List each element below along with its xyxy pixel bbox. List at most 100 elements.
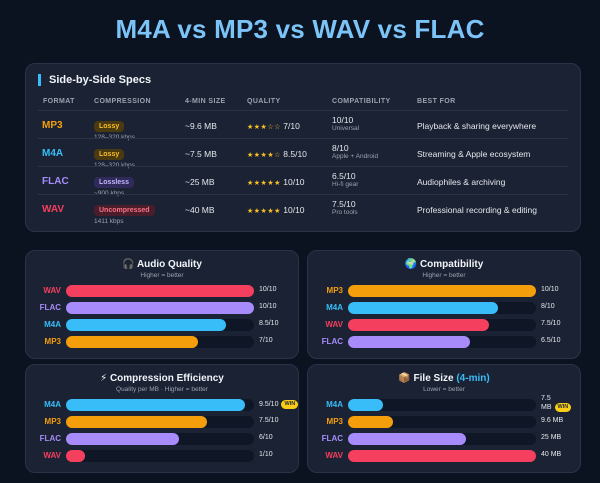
chart-subtitle: Lower = better [423, 386, 465, 393]
bar-fill [348, 336, 470, 348]
bar-label: M4A [44, 400, 61, 409]
file-size: ~7.5 MB [185, 149, 217, 159]
chart-title-text: Audio Quality [136, 259, 202, 270]
chart-title: 🌍 Compatibility [308, 259, 580, 270]
bar-fill [66, 319, 226, 331]
bar-track [348, 302, 536, 314]
bar-value-text: 10/10 [541, 286, 559, 293]
win-badge: WIN [554, 403, 572, 412]
bar-row-wav: WAV 7.5/10 [308, 318, 580, 332]
bar-fill [66, 450, 85, 462]
bar-track [348, 399, 536, 411]
quality-cell: ★★★☆☆ 7/10 [247, 121, 300, 131]
bar-fill [66, 399, 245, 411]
bar-value: 8/10 [541, 303, 555, 310]
bar-value-text: 7/10 [259, 337, 273, 344]
compression-cell: Lossy 128–320 kbps [94, 143, 135, 169]
bitrate: 128–320 kbps [94, 134, 135, 141]
compat-score: 10/10 [332, 115, 354, 125]
bar-track [66, 336, 254, 348]
bar-value: 25 MB [541, 434, 561, 441]
bar-value-text: 7.5/10 [541, 320, 561, 327]
table-row: M4A Lossy 128–320 kbps ~7.5 MB ★★★★☆ 8.5… [38, 138, 568, 169]
bar-value-text: 40 MB [541, 451, 562, 458]
quality-cell: ★★★★☆ 8.5/10 [247, 149, 307, 159]
compat-cell: 10/10 Universal [332, 115, 359, 132]
bar-value: 10/10 [259, 303, 277, 310]
bar-track [66, 399, 254, 411]
chart-title: ⚡ Compression Efficiency [26, 373, 298, 384]
bar-value-text: 1/10 [259, 451, 273, 458]
chart-title: 📦 File Size (4-min) [308, 373, 580, 384]
file-size: ~40 MB [185, 205, 215, 215]
bar-track [348, 433, 536, 445]
bar-label: MP3 [326, 417, 343, 426]
package-icon: 📦 [398, 373, 411, 384]
bar-value: 6.5/10 [541, 337, 560, 344]
compression-badge: Lossless [94, 177, 134, 188]
globe-icon: 🌍 [404, 259, 418, 270]
bar-row-m4a: M4A 7.5 MB WIN [308, 395, 580, 412]
bar-row-mp3: MP3 7.5/10 [26, 415, 298, 429]
specs-card: Side-by-Side Specs FORMAT COMPRESSION 4-… [25, 63, 581, 232]
bar-row-flac: FLAC 25 MB [308, 432, 580, 446]
star-rating-icon: ★★★★☆ [247, 152, 281, 159]
best-for: Streaming & Apple ecosystem [417, 149, 531, 159]
file-size: ~25 MB [185, 177, 215, 187]
bar-row-mp3: MP3 7/10 [26, 335, 298, 349]
bar-label: MP3 [44, 337, 61, 346]
bar-row-m4a: M4A 8/10 [308, 301, 580, 315]
format-name: M4A [42, 148, 64, 159]
compat-cell: 7.5/10 Pro tools [332, 199, 358, 216]
bar-value: 10/10 [259, 286, 277, 293]
col-compatibility: COMPATIBILITY [332, 98, 391, 105]
best-for: Professional recording & editing [417, 205, 538, 215]
best-for: Audiophiles & archiving [417, 177, 506, 187]
bar-label: WAV [325, 451, 343, 460]
compat-note: Universal [332, 125, 360, 132]
star-rating-icon: ★★★★★ [247, 180, 281, 187]
bar-label: FLAC [39, 434, 61, 443]
bar-fill [348, 399, 383, 411]
quality-score: 10/10 [283, 205, 305, 215]
bar-label: MP3 [44, 417, 61, 426]
compression-badge: Lossy [94, 149, 125, 160]
file-size-chart: 📦 File Size (4-min) Lower = better M4A 7.… [307, 364, 581, 473]
col-format: FORMAT [43, 98, 75, 105]
bar-value-text: 6.5/10 [541, 337, 561, 344]
format-name: MP3 [42, 120, 63, 131]
compression-badge: Uncompressed [94, 205, 155, 216]
compression-chart: ⚡ Compression Efficiency Quality per MB … [25, 364, 299, 473]
bar-fill [348, 302, 498, 314]
bar-row-m4a: M4A 9.5/10 WIN [26, 398, 299, 412]
lightning-icon: ⚡ [100, 373, 108, 384]
bar-value: 9.6 MB [541, 417, 563, 424]
bar-fill [348, 416, 393, 428]
chart-title-text: Compatibility [419, 259, 484, 270]
bar-value: 9.5/10 WIN [259, 400, 299, 409]
compat-score: 8/10 [332, 143, 349, 153]
bar-value: 7.5/10 [541, 320, 560, 327]
bar-value: 10/10 [541, 286, 559, 293]
bar-track [66, 416, 254, 428]
bar-value-text: 9.6 MB [541, 417, 564, 424]
bar-value-unit: MB [541, 404, 552, 411]
bar-label: FLAC [321, 434, 343, 443]
bar-value: 40 MB [541, 451, 561, 458]
bar-track [348, 319, 536, 331]
bar-label: FLAC [321, 337, 343, 346]
bar-value: 6/10 [259, 434, 273, 441]
chart-subtitle: Higher = better [140, 272, 184, 279]
bar-row-mp3: MP3 9.6 MB [308, 415, 580, 429]
bitrate: 1411 kbps [94, 218, 124, 225]
bar-fill [66, 302, 254, 314]
chart-title-suffix: (4-min) [456, 373, 490, 384]
col-compression: COMPRESSION [94, 98, 151, 105]
compat-cell: 6.5/10 Hi-fi gear [332, 171, 358, 188]
bar-row-flac: FLAC 6.5/10 [308, 335, 580, 349]
chart-title-text: Compression Efficiency [109, 373, 224, 384]
table-row: MP3 Lossy 128–320 kbps ~9.6 MB ★★★☆☆ 7/1… [38, 110, 568, 141]
bar-label: M4A [326, 400, 343, 409]
best-for: Playback & sharing everywhere [417, 121, 537, 131]
bar-fill [66, 285, 254, 297]
